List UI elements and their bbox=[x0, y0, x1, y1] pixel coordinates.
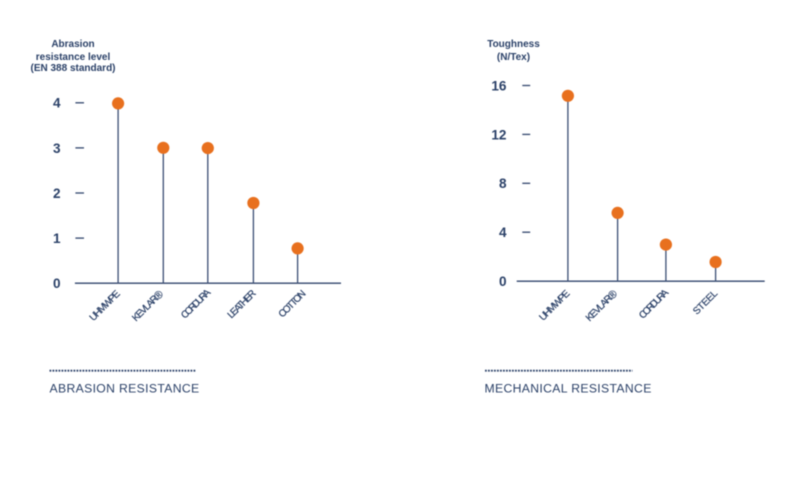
svg-text:8: 8 bbox=[499, 176, 507, 191]
svg-text:0: 0 bbox=[53, 276, 61, 291]
svg-text:(N/Tex): (N/Tex) bbox=[497, 52, 530, 63]
svg-text:12: 12 bbox=[491, 127, 507, 142]
svg-text:0: 0 bbox=[499, 274, 507, 289]
svg-text:16: 16 bbox=[491, 78, 507, 93]
svg-text:resistance level: resistance level bbox=[36, 52, 111, 63]
svg-text:2: 2 bbox=[53, 186, 61, 201]
svg-text:Abrasion: Abrasion bbox=[51, 39, 94, 50]
svg-text:3: 3 bbox=[53, 141, 61, 156]
svg-text:MECHANICAL RESISTANCE: MECHANICAL RESISTANCE bbox=[485, 382, 652, 396]
svg-text:(EN 388 standard): (EN 388 standard) bbox=[30, 63, 115, 74]
svg-text:4: 4 bbox=[499, 225, 507, 240]
svg-text:1: 1 bbox=[53, 231, 61, 246]
svg-text:4: 4 bbox=[53, 96, 61, 111]
svg-text:ABRASION RESISTANCE: ABRASION RESISTANCE bbox=[50, 382, 200, 396]
svg-text:Toughness: Toughness bbox=[487, 39, 540, 50]
